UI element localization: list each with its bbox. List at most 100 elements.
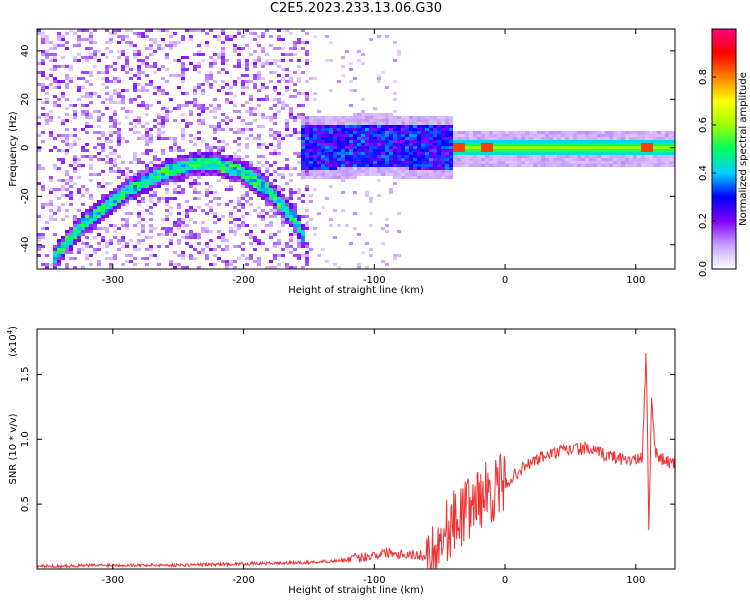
heatmap-cell bbox=[157, 86, 161, 89]
heatmap-cell bbox=[357, 119, 361, 122]
heatmap-cell bbox=[141, 152, 145, 155]
heatmap-cell bbox=[193, 233, 197, 236]
heatmap-cell bbox=[37, 116, 41, 119]
heatmap-cell bbox=[53, 53, 57, 56]
heatmap-cell bbox=[477, 131, 481, 134]
heatmap-cell bbox=[405, 176, 409, 179]
heatmap-cell bbox=[593, 158, 597, 161]
heatmap-cell bbox=[277, 29, 281, 32]
heatmap-cell bbox=[309, 173, 313, 176]
heatmap-cell bbox=[377, 128, 381, 131]
heatmap-cell bbox=[237, 59, 241, 62]
heatmap-cell bbox=[321, 155, 325, 158]
heatmap-cell bbox=[461, 164, 465, 167]
heatmap-cell bbox=[673, 152, 675, 155]
heatmap-cell bbox=[337, 122, 341, 125]
heatmap-cell bbox=[641, 164, 645, 167]
heatmap-cell bbox=[77, 77, 81, 80]
heatmap-cell bbox=[173, 251, 177, 254]
heatmap-cell bbox=[57, 245, 61, 248]
heatmap-cell bbox=[57, 251, 61, 254]
heatmap-cell bbox=[133, 32, 137, 35]
heatmap-cell bbox=[521, 134, 525, 137]
heatmap-cell bbox=[117, 203, 121, 206]
heatmap-cell bbox=[281, 59, 285, 62]
heatmap-cell bbox=[409, 140, 413, 143]
spectrogram-x-tick-label: -200 bbox=[232, 275, 255, 286]
heatmap-cell bbox=[165, 29, 169, 32]
heatmap-cell bbox=[113, 188, 117, 191]
heatmap-cell bbox=[285, 122, 289, 125]
heatmap-cell bbox=[345, 119, 349, 122]
heatmap-cell bbox=[421, 122, 425, 125]
heatmap-cell bbox=[413, 173, 417, 176]
heatmap-cell bbox=[485, 158, 489, 161]
heatmap-cell bbox=[233, 158, 237, 161]
heatmap-cell bbox=[109, 32, 113, 35]
heatmap-cell bbox=[245, 65, 249, 68]
heatmap-cell bbox=[101, 149, 105, 152]
heatmap-cell bbox=[105, 29, 109, 32]
heatmap-cell bbox=[241, 182, 245, 185]
heatmap-cell bbox=[93, 29, 97, 32]
heatmap-cell bbox=[57, 116, 61, 119]
heatmap-cell bbox=[365, 242, 369, 245]
heatmap-cell bbox=[65, 119, 69, 122]
heatmap-cell bbox=[109, 152, 113, 155]
heatmap-cell bbox=[85, 215, 89, 218]
heatmap-cell bbox=[85, 155, 89, 158]
heatmap-cell bbox=[477, 137, 481, 140]
heatmap-cell bbox=[261, 230, 265, 233]
heatmap-cell bbox=[397, 137, 401, 140]
heatmap-cell bbox=[605, 140, 609, 143]
heatmap-cell bbox=[57, 197, 61, 200]
heatmap-cell bbox=[573, 140, 577, 143]
heatmap-cell bbox=[293, 116, 297, 119]
heatmap-cell bbox=[209, 209, 213, 212]
heatmap-cell bbox=[393, 137, 397, 140]
heatmap-cell bbox=[77, 239, 81, 242]
heatmap-cell bbox=[461, 155, 465, 158]
heatmap-cell bbox=[349, 122, 353, 125]
heatmap-cell bbox=[229, 86, 233, 89]
heatmap-cell bbox=[73, 239, 77, 242]
heatmap-cell bbox=[573, 137, 577, 140]
heatmap-cell bbox=[113, 77, 117, 80]
colorbar: 0.00.20.40.60.8 Normalized spectral ampl… bbox=[698, 28, 749, 277]
heatmap-cell bbox=[81, 71, 85, 74]
heatmap-cell bbox=[193, 143, 197, 146]
heatmap-cell bbox=[581, 131, 585, 134]
heatmap-cell bbox=[569, 158, 573, 161]
heatmap-cell bbox=[649, 158, 653, 161]
heatmap-cell bbox=[213, 152, 217, 155]
heatmap-cell bbox=[389, 152, 393, 155]
heatmap-cell bbox=[149, 170, 153, 173]
heatmap-cell bbox=[341, 128, 345, 131]
heatmap-cell bbox=[573, 146, 577, 149]
heatmap-cell bbox=[633, 149, 637, 152]
heatmap-cell bbox=[217, 179, 221, 182]
heatmap-cell bbox=[73, 158, 77, 161]
heatmap-cell bbox=[297, 254, 301, 257]
heatmap-cell bbox=[113, 206, 117, 209]
heatmap-cell bbox=[273, 209, 277, 212]
heatmap-cell bbox=[161, 173, 165, 176]
heatmap-cell bbox=[297, 116, 301, 119]
heatmap-cell bbox=[285, 68, 289, 71]
heatmap-cell bbox=[257, 137, 261, 140]
heatmap-cell bbox=[201, 140, 205, 143]
heatmap-cell bbox=[381, 152, 385, 155]
heatmap-cell bbox=[281, 176, 285, 179]
heatmap-cell bbox=[353, 125, 357, 128]
heatmap-cell bbox=[417, 164, 421, 167]
heatmap-cell bbox=[297, 230, 301, 233]
heatmap-cell bbox=[73, 182, 77, 185]
heatmap-cell bbox=[105, 47, 109, 50]
heatmap-cell bbox=[361, 98, 365, 101]
heatmap-cell bbox=[417, 158, 421, 161]
heatmap-cell bbox=[117, 242, 121, 245]
heatmap-cell bbox=[313, 98, 317, 101]
heatmap-cell bbox=[369, 161, 373, 164]
heatmap-cell bbox=[533, 152, 537, 155]
heatmap-cell bbox=[61, 251, 65, 254]
